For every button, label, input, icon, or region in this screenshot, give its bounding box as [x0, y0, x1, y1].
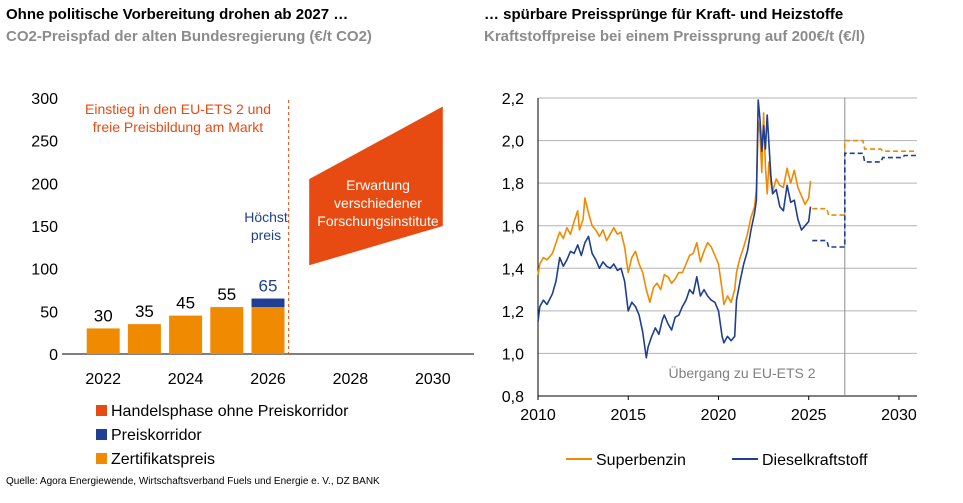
bar-data-label: 55 — [217, 285, 236, 304]
projection-line-superbenzin — [812, 139, 917, 216]
right-y-tick-label: 1,6 — [502, 219, 524, 236]
ets-annotation-line2: freie Preisbildung am Markt — [93, 119, 264, 135]
right-x-tick-label: 2010 — [520, 407, 556, 424]
left-x-tick-label: 2024 — [168, 371, 204, 388]
bar-preiskorridor — [251, 298, 285, 308]
transition-annotation: Übergang zu EU-ETS 2 — [668, 364, 815, 381]
left-y-tick-label: 200 — [31, 176, 58, 193]
bar-zertifikatspreis — [251, 307, 285, 354]
right-x-tick-label: 2025 — [791, 407, 827, 424]
right-y-tick-label: 2,0 — [502, 134, 524, 151]
left-x-tick-label: 2026 — [250, 371, 286, 388]
right-legend-label: Dieselkraftstoff — [762, 452, 868, 469]
projection-line-dieselkraftstoff — [812, 152, 917, 248]
bar-data-label: 30 — [94, 306, 113, 325]
bar-zertifikatspreis — [127, 324, 161, 354]
left-legend-swatch — [96, 453, 107, 464]
left-y-tick-label: 0 — [49, 347, 58, 364]
bar-zertifikatspreis — [169, 315, 203, 354]
left-x-tick-label: 2030 — [415, 371, 451, 388]
left-y-tick-label: 50 — [40, 304, 58, 321]
expectation-band — [309, 106, 443, 266]
hoechstpreis-annotation-line2: preis — [251, 227, 281, 243]
right-x-tick-label: 2015 — [610, 407, 646, 424]
left-chart-title: Ohne politische Vorbereitung drohen ab 2… — [6, 6, 349, 23]
left-legend-label: Zertifikatspreis — [111, 451, 215, 468]
ets-annotation-line1: Einstieg in den EU-ETS 2 und — [85, 101, 271, 117]
left-x-tick-label: 2022 — [85, 371, 121, 388]
right-x-tick-label: 2020 — [701, 407, 737, 424]
left-x-tick-label: 2028 — [333, 371, 369, 388]
right-y-tick-label: 1,4 — [502, 261, 524, 278]
left-legend-label: Preiskorridor — [111, 427, 202, 444]
series-line-dieselkraftstoff — [537, 99, 812, 359]
right-y-tick-label: 1,0 — [502, 346, 524, 363]
hoechstpreis-annotation-line1: Höchst — [244, 209, 288, 225]
right-y-tick-label: 1,2 — [502, 304, 524, 321]
right-x-tick-label: 2030 — [881, 407, 917, 424]
bar-data-label: 35 — [135, 302, 154, 321]
right-y-tick-label: 1,8 — [502, 176, 524, 193]
right-y-tick-label: 0,8 — [502, 389, 524, 406]
left-y-tick-label: 300 — [31, 91, 58, 108]
erwartung-annotation-line1: Erwartung — [346, 177, 410, 193]
source-note: Quelle: Agora Energiewende, Wirtschaftsv… — [6, 476, 380, 487]
bar-zertifikatspreis — [86, 328, 120, 354]
right-chart-subtitle: Kraftstoffpreise bei einem Preissprung a… — [484, 28, 865, 45]
left-y-tick-label: 150 — [31, 219, 58, 236]
erwartung-annotation-line3: Forschungsinstitute — [317, 213, 439, 229]
left-legend-swatch — [96, 405, 107, 416]
right-chart-title: … spürbare Preissprünge für Kraft- und H… — [484, 6, 844, 23]
erwartung-annotation-line2: verschiedener — [334, 195, 422, 211]
left-legend-swatch — [96, 429, 107, 440]
bar-data-label: 45 — [176, 294, 195, 313]
left-legend-label: Handelsphase ohne Preiskorridor — [111, 403, 349, 420]
left-y-tick-label: 100 — [31, 262, 58, 279]
bar-zertifikatspreis — [210, 307, 244, 354]
left-chart-subtitle: CO2-Preispfad der alten Bundesregierung … — [6, 28, 372, 45]
right-y-tick-label: 2,2 — [502, 91, 524, 108]
series-line-superbenzin — [537, 112, 812, 306]
left-y-tick-label: 250 — [31, 134, 58, 151]
bar-data-label: 65 — [259, 277, 278, 296]
right-legend-label: Superbenzin — [596, 452, 686, 469]
